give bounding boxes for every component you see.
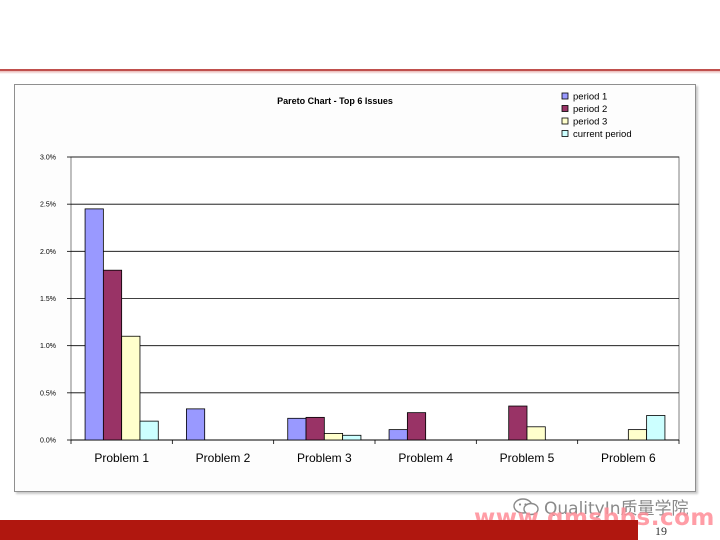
chart-title: Pareto Chart - Top 6 Issues [277, 96, 393, 106]
bar [508, 405, 528, 441]
legend-swatch [561, 130, 569, 137]
x-tick-label: Problem 4 [398, 451, 453, 465]
legend-label: period 1 [573, 92, 607, 103]
bar [287, 417, 307, 441]
x-tick-label: Problem 6 [601, 451, 656, 465]
bar [185, 408, 206, 441]
y-tick-label: 2.5% [40, 202, 56, 209]
pareto-chart: 0.0% 0.5% 1.0% 1.5% 2.0% 2.5% 3.0% Problem 1 Pro… [40, 92, 680, 465]
top-rule [0, 69, 720, 71]
legend-swatch [561, 105, 569, 112]
legend-label: period 3 [573, 117, 607, 128]
bottom-bar [0, 520, 638, 540]
bar [121, 335, 141, 441]
page-number: 19 [655, 524, 667, 538]
bar [102, 269, 123, 441]
y-tick-label: 1.5% [40, 296, 56, 303]
x-tick-label: Problem 2 [196, 451, 251, 465]
bar [139, 420, 159, 441]
legend-swatch [561, 117, 569, 125]
bar [388, 429, 408, 441]
chart-frame: 0.0% 0.5% 1.0% 1.5% 2.0% 2.5% 3.0% Problem 1 Pro… [14, 84, 696, 492]
bar [323, 432, 344, 441]
wechat-icon [513, 497, 539, 515]
top-rule-shadow [0, 71, 720, 74]
legend-label: period 2 [573, 104, 607, 115]
y-tick-label: 1.0% [40, 343, 56, 350]
bar [305, 416, 325, 441]
y-tick-label: 3.0% [40, 155, 56, 162]
legend-label: current period [573, 129, 632, 140]
bar [84, 208, 104, 441]
x-tick-label: Problem 3 [297, 451, 352, 465]
x-tick-label: Problem 5 [500, 451, 555, 465]
y-tick-label: 0.5% [40, 390, 56, 397]
y-tick-label: 0.0% [40, 438, 56, 445]
watermark-brand: QualityIn质量学院 [512, 494, 689, 519]
y-tick-label: 2.0% [40, 249, 56, 256]
x-tick-label: Problem 1 [94, 451, 149, 465]
watermark-brand-text: QualityIn质量学院 [544, 499, 689, 519]
bar [526, 426, 546, 441]
bar [406, 412, 427, 441]
bar [342, 434, 362, 441]
legend-swatch [561, 92, 569, 100]
bar [646, 415, 666, 441]
bar [627, 429, 648, 441]
